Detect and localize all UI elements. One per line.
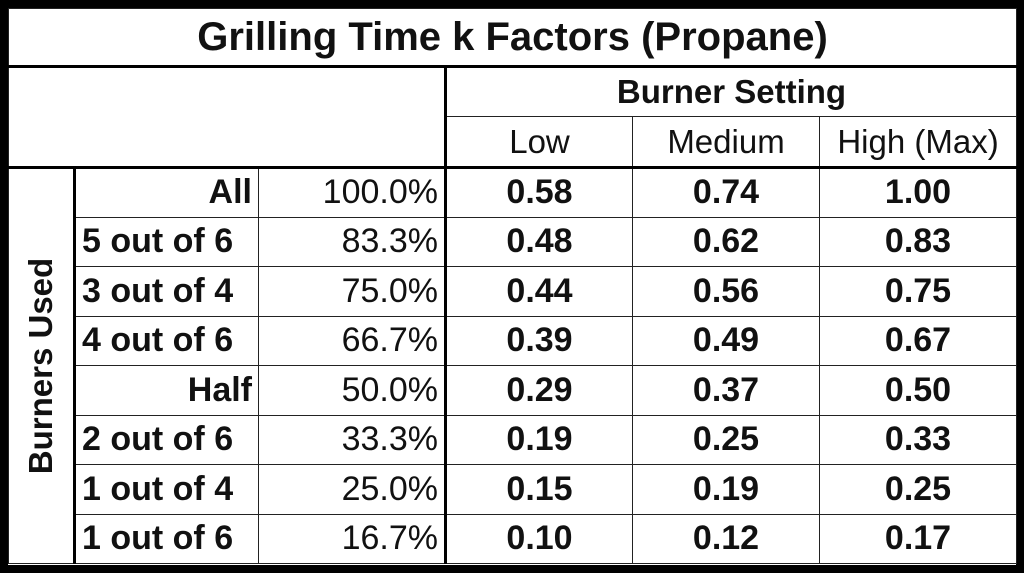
k-factor-low: 0.10 <box>444 513 633 564</box>
level-header-low: Low <box>444 116 633 169</box>
k-factor-medium: 0.56 <box>632 266 820 317</box>
table-row: Half 50.0% 0.29 0.37 0.50 <box>9 365 1018 416</box>
table-row: 3 out of 4 75.0% 0.44 0.56 0.75 <box>9 266 1018 317</box>
table-title: Grilling Time k Factors (Propane) <box>7 8 1018 68</box>
table-row: 1 out of 4 25.0% 0.15 0.19 0.25 <box>9 464 1018 515</box>
burner-percent: 25.0% <box>258 464 446 515</box>
k-factor-low: 0.19 <box>444 414 633 465</box>
k-factor-low: 0.29 <box>444 365 633 416</box>
k-factor-low: 0.15 <box>444 464 633 515</box>
level-header-high: High (Max) <box>818 116 1018 169</box>
burners-used-cell: Burners Used <box>8 167 76 564</box>
k-factor-medium: 0.37 <box>632 365 820 416</box>
k-factor-sheet: Grilling Time k Factors (Propane) Burner… <box>7 8 1018 565</box>
burner-count-label: Half <box>74 365 259 416</box>
group-header-row: Burner Setting <box>8 66 1018 169</box>
burner-percent: 16.7% <box>258 513 446 564</box>
k-factor-high: 1.00 <box>818 167 1018 218</box>
k-factor-high: 0.50 <box>818 365 1018 416</box>
burner-percent: 83.3% <box>258 216 446 267</box>
level-header-row: Low Medium High (Max) <box>9 116 1018 169</box>
table-row: 5 out of 6 83.3% 0.48 0.62 0.83 <box>9 216 1018 267</box>
k-factor-low: 0.58 <box>444 167 633 218</box>
table-row: 2 out of 6 33.3% 0.19 0.25 0.33 <box>9 414 1018 465</box>
k-factor-high: 0.75 <box>818 266 1018 317</box>
table-row: 1 out of 6 16.7% 0.10 0.12 0.17 <box>9 513 1018 564</box>
level-header-medium: Medium <box>632 116 820 169</box>
k-factor-high: 0.67 <box>818 315 1018 366</box>
k-factor-high: 0.25 <box>818 464 1018 515</box>
burner-percent: 66.7% <box>258 315 446 366</box>
k-factor-medium: 0.25 <box>632 414 820 465</box>
k-factor-medium: 0.12 <box>632 513 820 564</box>
k-factor-low: 0.39 <box>444 315 633 366</box>
k-factor-medium: 0.49 <box>632 315 820 366</box>
k-factor-medium: 0.74 <box>632 167 820 218</box>
burner-percent: 75.0% <box>258 266 446 317</box>
k-factor-table: Grilling Time k Factors (Propane) Burner… <box>7 8 1018 564</box>
k-factor-high: 0.33 <box>818 414 1018 465</box>
corner-blank-cell <box>8 66 446 169</box>
burner-count-label: 1 out of 4 <box>74 464 259 515</box>
title-row: Grilling Time k Factors (Propane) <box>7 8 1018 68</box>
k-factor-low: 0.44 <box>444 266 633 317</box>
burner-percent: 100.0% <box>258 167 446 218</box>
k-factor-medium: 0.19 <box>632 464 820 515</box>
burner-count-label: 1 out of 6 <box>74 513 259 564</box>
k-factor-high: 0.17 <box>818 513 1018 564</box>
table-row: Burners Used All 100.0% 0.58 0.74 1.00 <box>8 167 1018 564</box>
burners-used-label: Burners Used <box>22 257 59 475</box>
k-factor-high: 0.83 <box>818 216 1018 267</box>
burner-count-label: 4 out of 6 <box>74 315 259 366</box>
burner-count-label: 5 out of 6 <box>74 216 259 267</box>
burner-percent: 33.3% <box>258 414 446 465</box>
burner-count-label: 2 out of 6 <box>74 414 259 465</box>
burner-setting-header: Burner Setting <box>443 66 1018 117</box>
k-factor-medium: 0.62 <box>632 216 820 267</box>
burner-count-label: 3 out of 4 <box>74 266 259 317</box>
burner-percent: 50.0% <box>258 365 446 416</box>
k-factor-low: 0.48 <box>444 216 633 267</box>
table-row: 4 out of 6 66.7% 0.39 0.49 0.67 <box>9 315 1018 366</box>
burner-count-label: All <box>74 167 259 218</box>
